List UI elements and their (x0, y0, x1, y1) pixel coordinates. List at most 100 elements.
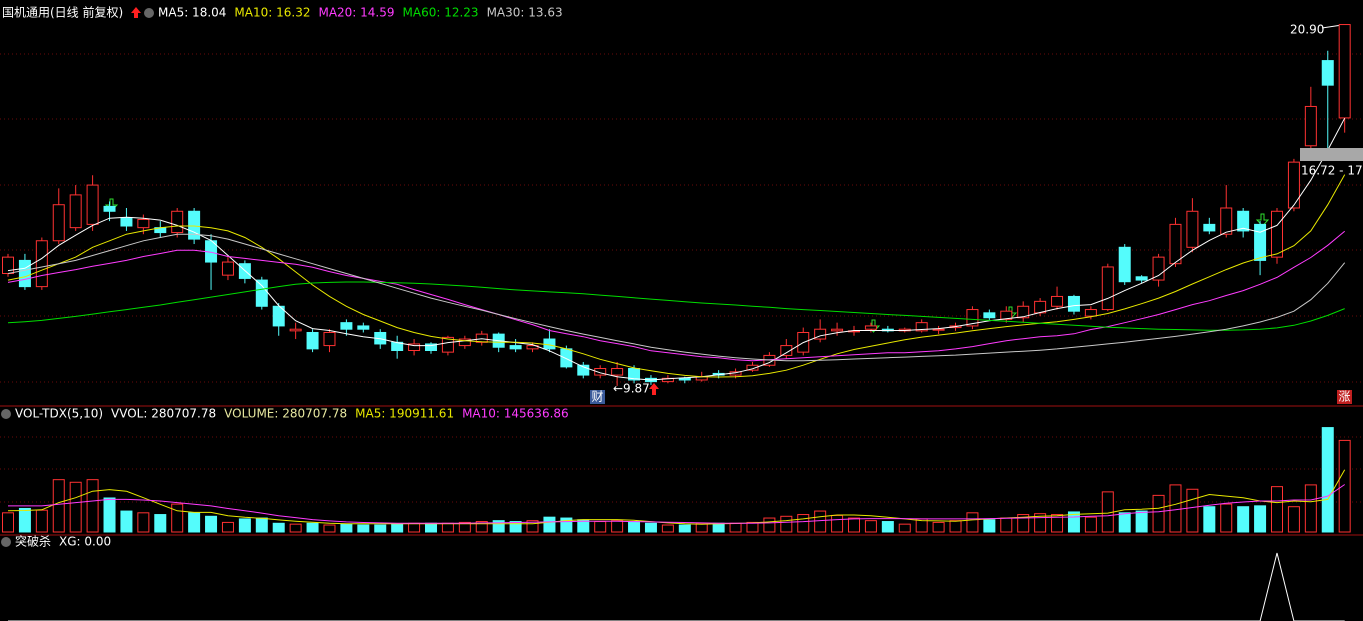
badge-label: 财 (591, 390, 603, 404)
candle-body (441, 336, 454, 353)
volume-bar (1067, 511, 1080, 533)
volume-bar (221, 521, 234, 533)
legend-label: MA5: 190911.61 (355, 407, 454, 421)
chart-title: 国机通用(日线 前复权) (2, 5, 123, 20)
volume-bar (441, 522, 454, 533)
volume-bar (255, 517, 268, 533)
legend-label: MA10: 145636.86 (462, 407, 569, 421)
legend-label: MA5: 18.04 (158, 6, 226, 20)
candle-body (1135, 276, 1148, 281)
volume-bar (1118, 512, 1131, 533)
line (7, 174, 1346, 378)
volume-bar (1338, 439, 1351, 533)
volume-bar (932, 521, 945, 533)
volume-bar (306, 522, 319, 533)
volume-bar (864, 520, 877, 533)
candle-body (18, 259, 31, 288)
volume-bar (898, 523, 911, 533)
badge-label: 涨 (1338, 389, 1350, 404)
candle-body (1237, 210, 1250, 232)
candle-body (1101, 266, 1114, 311)
candle-body (52, 204, 65, 242)
volume-bar (475, 521, 488, 533)
volume-bar (1169, 484, 1182, 533)
candle-body (1084, 309, 1097, 317)
candle-body (611, 368, 624, 376)
candle-body (357, 325, 370, 330)
menu-icon[interactable] (1, 409, 11, 419)
volume-bar (1186, 488, 1199, 533)
volume-bar (780, 515, 793, 533)
volume-bar (188, 512, 201, 533)
candle-body (915, 322, 928, 332)
candle-body (1220, 207, 1233, 235)
volume-bar (983, 519, 996, 533)
candle-body (120, 217, 133, 227)
volume-bar (272, 522, 285, 533)
candle-body (103, 205, 116, 212)
volume-bar (18, 507, 31, 533)
up-arrow-icon (649, 383, 659, 395)
menu-icon[interactable] (144, 8, 154, 18)
volume-bar (678, 524, 691, 533)
candle-body (983, 312, 996, 319)
volume-bar (408, 522, 421, 533)
candle-body (864, 325, 877, 330)
candle-body (509, 345, 522, 350)
candle-body (458, 338, 471, 347)
volume-bar (611, 520, 624, 533)
volume-bar (1084, 516, 1097, 533)
volume-bar (1034, 513, 1047, 533)
price-range-box (1300, 148, 1363, 161)
candle-body (221, 261, 234, 276)
volume-bar (526, 520, 539, 533)
candle-body (543, 338, 556, 350)
line (7, 117, 1346, 381)
candle-body (1169, 223, 1182, 265)
volume-bar (1152, 494, 1165, 533)
volume-bar (492, 520, 505, 533)
candle-body (780, 345, 793, 356)
volume-bar (797, 514, 810, 533)
volume-bar (848, 517, 860, 533)
volume-bar (1321, 427, 1334, 533)
volume-bar (729, 522, 742, 533)
volume-bar (712, 522, 725, 533)
candle-body (1067, 295, 1080, 312)
candle-body (526, 345, 539, 350)
volume-bar (374, 524, 387, 533)
candle-body (1186, 210, 1199, 248)
volume-bar (1271, 486, 1283, 533)
legend-label: VOLUME: 280707.78 (224, 407, 347, 421)
candle-body (594, 368, 607, 376)
volume-bar (425, 522, 437, 533)
volume-bar (340, 523, 353, 533)
menu-icon[interactable] (1, 537, 11, 547)
candle-body (932, 328, 945, 331)
candle-body (86, 184, 99, 225)
candle-body (678, 377, 691, 381)
legend-label: VOL-TDX(5,10) (15, 407, 103, 421)
legend-label: MA10: 16.32 (234, 6, 310, 20)
annotation: 20.90 (1290, 23, 1324, 37)
volume-bar (154, 514, 167, 533)
candle-body (628, 368, 641, 381)
badge (1337, 390, 1352, 404)
volume-bar (831, 514, 844, 533)
candle-body (746, 364, 759, 371)
up-arrow-icon (131, 7, 141, 18)
labels: 国机通用(日线 前复权) MA5: 18.04 MA10: 16.32 MA20: 1… (2, 5, 1363, 549)
volume-bar (628, 521, 641, 533)
candle-body (1203, 223, 1216, 232)
legend-label: XG: 0.00 (59, 535, 111, 549)
candle-body (577, 364, 590, 376)
candle-body (1000, 310, 1013, 320)
candle-body (814, 328, 827, 340)
line (7, 469, 1346, 525)
candle-body (306, 331, 319, 350)
volume-bar (171, 503, 184, 533)
volume-bar (560, 517, 573, 533)
candle-body (1118, 246, 1131, 283)
